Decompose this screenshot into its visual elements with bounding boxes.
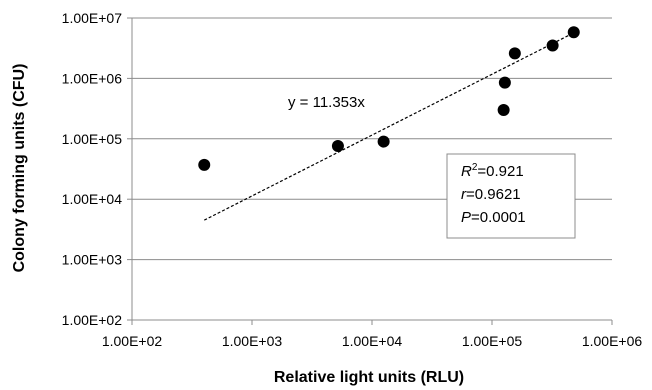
data-point — [331, 139, 344, 152]
stat-p: P=0.0001 — [461, 209, 526, 226]
x-axis-title: Relative light units (RLU) — [274, 369, 464, 386]
data-point — [567, 26, 580, 39]
data-points — [198, 26, 580, 171]
y-tick-label: 1.00E+05 — [62, 131, 123, 147]
x-tick-label: 1.00E+05 — [462, 333, 523, 349]
x-tick-label: 1.00E+06 — [582, 333, 643, 349]
data-point — [377, 135, 390, 148]
x-tick-labels: 1.00E+02 1.00E+03 1.00E+04 1.00E+05 1.00E+06 — [102, 333, 643, 349]
y-tick-label: 1.00E+03 — [62, 252, 123, 268]
stat-r2: R2=0.921 — [461, 162, 524, 180]
stats-box-frame — [446, 153, 576, 239]
data-point — [546, 39, 559, 52]
x-tick-label: 1.00E+04 — [342, 333, 403, 349]
stats-box: R2=0.921 r=0.9621 P=0.0001 — [446, 153, 576, 239]
y-tick-label: 1.00E+06 — [62, 70, 123, 86]
data-point — [198, 158, 211, 171]
stat-r: r=0.9621 — [461, 186, 521, 203]
data-point — [508, 47, 521, 60]
x-tick-label: 1.00E+03 — [222, 333, 283, 349]
y-tick-label: 1.00E+04 — [62, 191, 123, 207]
data-point — [498, 76, 511, 89]
y-tick-label: 1.00E+07 — [62, 10, 123, 26]
trend-equation: y = 11.353x — [288, 94, 365, 111]
y-axis-title: Colony forming units (CFU) — [11, 64, 28, 273]
x-tick-label: 1.00E+02 — [102, 333, 163, 349]
y-tick-label: 1.00E+02 — [62, 312, 123, 328]
trendline — [203, 31, 576, 221]
y-tick-labels: 1.00E+02 1.00E+03 1.00E+04 1.00E+05 1.00E+06… — [62, 10, 123, 328]
axes — [127, 17, 613, 325]
data-point — [497, 103, 510, 116]
